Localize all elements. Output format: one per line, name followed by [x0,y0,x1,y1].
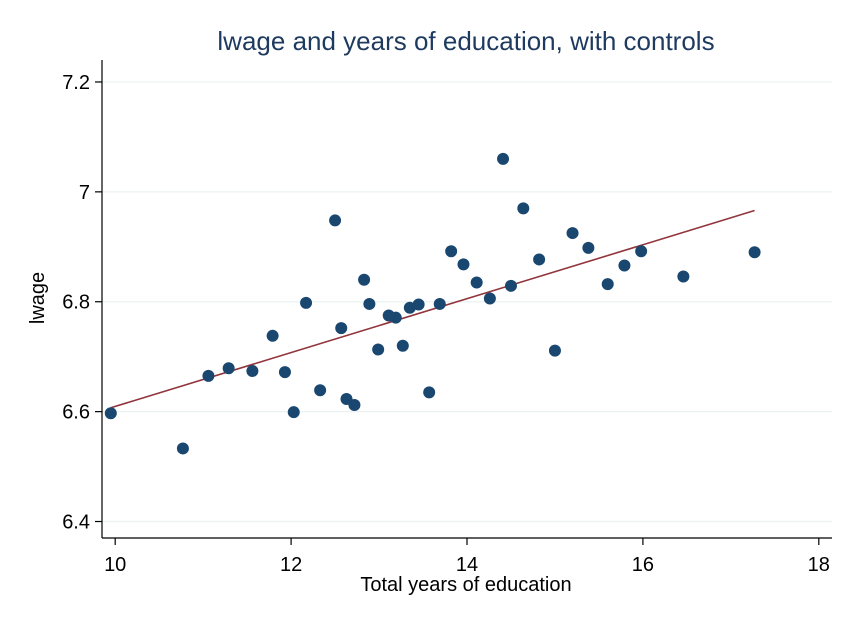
scatter-point [433,297,446,310]
scatter-point [389,311,402,324]
scatter-point [176,442,189,455]
ticks: 6.4 6.6 6.8 7 7.2 10 12 14 16 18 [62,72,830,576]
scatter-point [396,339,409,352]
scatter-point [582,241,595,254]
x-axis-label: Total years of education [360,574,571,596]
scatter-point [470,276,483,289]
scatter-point [300,296,313,309]
scatter-point [329,214,342,227]
y-tick-label: 6.6 [62,402,90,424]
scatter-point [358,273,371,286]
data-points [104,152,761,455]
scatter-point [533,253,546,266]
scatter-point [548,344,561,357]
scatter-point [372,343,385,356]
scatter-point [363,297,376,310]
scatter-point [278,366,291,379]
x-tick-label: 12 [280,554,302,576]
scatter-point [517,202,530,215]
scatter-point [601,278,614,291]
x-tick-label: 16 [632,554,654,576]
scatter-point [618,259,631,272]
scatter-point [104,407,117,420]
scatter-point [677,270,690,283]
chart-title: lwage and years of education, with contr… [217,26,714,56]
y-tick-label: 6.8 [62,292,90,314]
x-tick-label: 10 [104,554,126,576]
x-tick-label: 18 [808,554,830,576]
scatter-point [483,292,496,305]
gridlines [102,81,832,523]
scatter-point [748,246,761,259]
scatter-point [348,399,361,412]
scatter-point [635,245,648,258]
scatter-point [202,369,215,382]
y-tick-label: 7 [79,182,90,204]
y-axis-label: lwage [27,272,49,324]
scatter-point [412,298,425,311]
scatter-point [335,322,348,335]
scatter-point [504,279,517,292]
scatter-point [222,362,235,375]
scatter-point [423,386,436,399]
x-tick-label: 14 [456,554,478,576]
scatter-point [497,152,510,165]
scatter-point [457,258,470,271]
scatter-point [246,364,259,377]
scatter-point [445,245,458,258]
fit-line [110,209,755,409]
scatter-point [266,329,279,342]
y-tick-label: 6.4 [62,512,90,534]
fit-line-layer [110,209,755,409]
scatter-point [287,406,300,419]
y-tick-label: 7.2 [62,72,90,94]
scatter-point [566,227,579,240]
scatter-point [314,384,327,397]
